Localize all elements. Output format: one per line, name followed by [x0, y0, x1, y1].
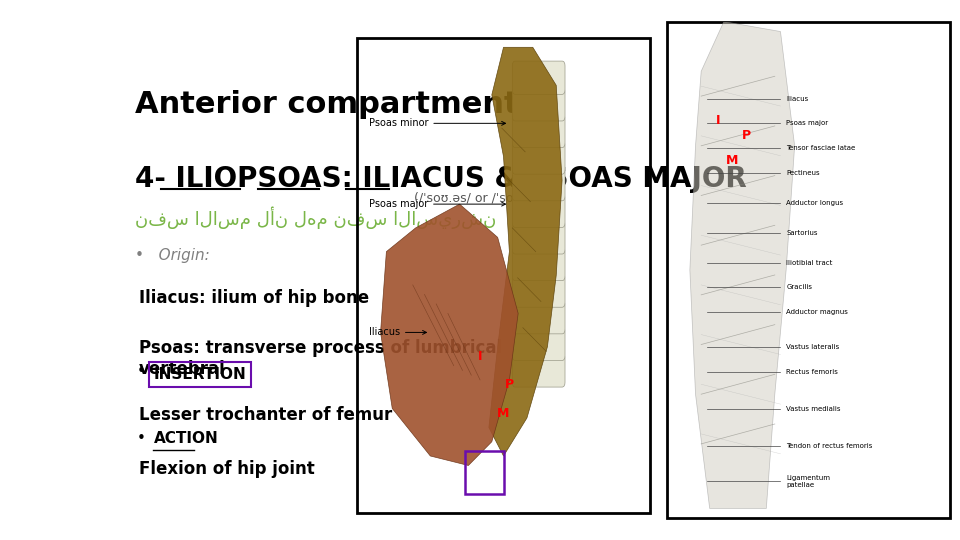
Ellipse shape: [518, 281, 559, 300]
Text: Tendon of rectus femoris: Tendon of rectus femoris: [786, 443, 873, 449]
Text: Iliotibial tract: Iliotibial tract: [786, 260, 832, 266]
Text: P: P: [505, 378, 514, 391]
Ellipse shape: [518, 308, 559, 327]
FancyBboxPatch shape: [513, 327, 565, 361]
Polygon shape: [489, 48, 563, 456]
Text: M: M: [497, 407, 510, 420]
FancyBboxPatch shape: [513, 274, 565, 307]
Polygon shape: [690, 22, 795, 509]
Text: Tensor fasciae latae: Tensor fasciae latae: [786, 145, 855, 151]
Ellipse shape: [518, 228, 559, 247]
Ellipse shape: [518, 201, 559, 220]
Text: Iliacus: Iliacus: [369, 327, 426, 338]
Bar: [466, 451, 504, 494]
Text: Psoas major: Psoas major: [786, 120, 828, 126]
Text: Sartorius: Sartorius: [786, 230, 818, 236]
Text: (/ˈsoʊ.əs/ or /ˈsoʊ.æs/): (/ˈsoʊ.əs/ or /ˈsoʊ.æs/): [414, 192, 553, 205]
Text: INSERTION: INSERTION: [154, 367, 246, 382]
Text: Adductor magnus: Adductor magnus: [786, 309, 848, 315]
FancyBboxPatch shape: [513, 247, 565, 281]
Text: نفس الاسم لأن لهم نفس الاسيرشن: نفس الاسم لأن لهم نفس الاسيرشن: [134, 206, 496, 229]
Text: Iliacus: Iliacus: [786, 96, 808, 102]
Text: Pectineus: Pectineus: [786, 170, 820, 176]
Ellipse shape: [518, 254, 559, 273]
Text: Iliacus: ilium of hip bone: Iliacus: ilium of hip bone: [138, 289, 369, 307]
Text: Psoas major: Psoas major: [369, 199, 506, 209]
FancyBboxPatch shape: [513, 114, 565, 147]
Ellipse shape: [518, 174, 559, 194]
Text: Adductor longus: Adductor longus: [786, 200, 843, 206]
Text: I: I: [716, 114, 720, 127]
Ellipse shape: [518, 148, 559, 167]
FancyBboxPatch shape: [513, 354, 565, 387]
Text: Gracilis: Gracilis: [786, 285, 812, 291]
Text: Flexion of hip joint: Flexion of hip joint: [138, 460, 314, 478]
Text: I: I: [478, 350, 482, 363]
Text: Ligamentum
patellae: Ligamentum patellae: [786, 475, 830, 488]
Text: Lesser trochanter of femur: Lesser trochanter of femur: [138, 406, 392, 424]
Text: •: •: [136, 431, 145, 445]
Ellipse shape: [518, 122, 559, 140]
Text: ACTION: ACTION: [154, 431, 218, 445]
Text: P: P: [742, 130, 751, 143]
FancyBboxPatch shape: [513, 221, 565, 254]
Text: •   Origin:: • Origin:: [134, 248, 209, 263]
Ellipse shape: [518, 361, 559, 380]
Text: Psoas minor: Psoas minor: [369, 118, 506, 129]
Text: Rectus femoris: Rectus femoris: [786, 369, 838, 375]
Text: •: •: [136, 364, 145, 379]
Ellipse shape: [518, 68, 559, 87]
FancyBboxPatch shape: [513, 167, 565, 201]
FancyBboxPatch shape: [513, 87, 565, 121]
Text: Vastus medialis: Vastus medialis: [786, 406, 841, 412]
Polygon shape: [380, 204, 518, 465]
FancyBboxPatch shape: [513, 301, 565, 334]
Text: Psoas: transverse process of lumbrical
vertebral: Psoas: transverse process of lumbrical v…: [138, 339, 502, 378]
Text: 4- ILIOPSOAS: ILIACUS & PSOAS MAJOR: 4- ILIOPSOAS: ILIACUS & PSOAS MAJOR: [134, 165, 747, 193]
FancyBboxPatch shape: [513, 141, 565, 174]
Ellipse shape: [518, 334, 559, 353]
FancyBboxPatch shape: [513, 61, 565, 94]
Text: Anterior compartment: Anterior compartment: [134, 90, 518, 119]
Ellipse shape: [518, 95, 559, 114]
Text: Vastus lateralis: Vastus lateralis: [786, 344, 839, 350]
Text: M: M: [726, 154, 738, 167]
FancyBboxPatch shape: [513, 194, 565, 227]
